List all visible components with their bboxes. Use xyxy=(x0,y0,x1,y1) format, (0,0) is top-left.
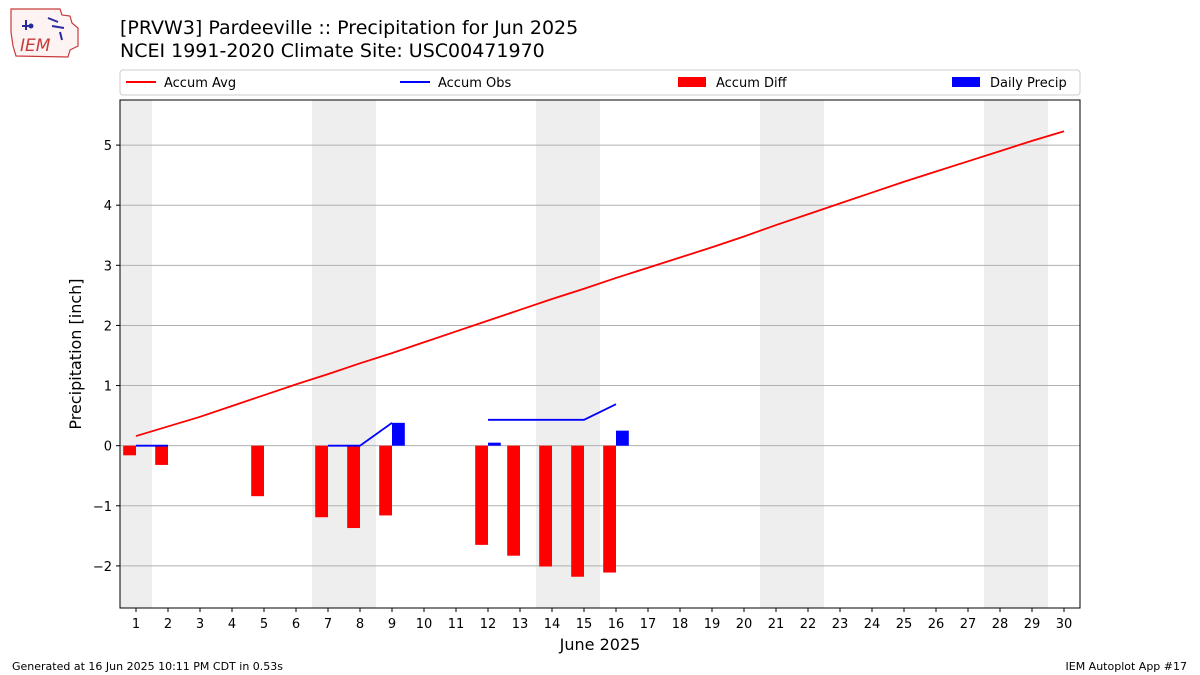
legend-swatch-bar xyxy=(678,77,706,87)
x-tick-label: 10 xyxy=(416,617,433,632)
x-tick-label: 21 xyxy=(768,617,785,632)
legend-box xyxy=(119,69,1081,96)
x-tick-label: 12 xyxy=(480,617,497,632)
x-tick-label: 4 xyxy=(228,617,236,632)
weekend-shade xyxy=(760,100,824,608)
legend-label: Daily Precip xyxy=(990,76,1067,91)
x-tick-label: 11 xyxy=(448,617,465,632)
accum-obs-line xyxy=(328,422,393,447)
x-tick-label: 3 xyxy=(196,617,204,632)
x-tick-label: 28 xyxy=(992,617,1009,632)
svg-text:IEM: IEM xyxy=(20,36,51,56)
x-tick-label: 20 xyxy=(736,617,753,632)
daily-precip-bar xyxy=(488,442,501,446)
x-tick-label: 19 xyxy=(704,617,721,632)
legend-label: Accum Obs xyxy=(438,76,511,91)
x-tick-label: 26 xyxy=(928,617,945,632)
chart-title: [PRVW3] Pardeeville :: Precipitation for… xyxy=(120,17,579,39)
accum-obs-line xyxy=(488,403,617,421)
x-tick-label: 2 xyxy=(164,617,172,632)
x-tick-label: 16 xyxy=(608,617,625,632)
y-tick-label: 3 xyxy=(104,259,112,274)
y-tick-label: −1 xyxy=(93,500,112,515)
x-tick-label: 6 xyxy=(292,617,300,632)
x-tick-label: 5 xyxy=(260,617,268,632)
y-tick-label: 4 xyxy=(104,199,112,214)
x-tick-label: 18 xyxy=(672,617,689,632)
y-axis-label: Precipitation [inch] xyxy=(66,278,85,429)
y-tick-label: 5 xyxy=(104,139,112,154)
x-axis-label: June 2025 xyxy=(559,635,641,654)
x-tick-label: 23 xyxy=(832,617,849,632)
x-tick-label: 22 xyxy=(800,617,817,632)
accum-diff-bar xyxy=(315,445,328,518)
chart-subtitle: NCEI 1991-2020 Climate Site: USC00471970 xyxy=(120,40,545,62)
x-tick-label: 17 xyxy=(640,617,657,632)
accum-diff-bar xyxy=(155,445,168,465)
y-tick-label: −2 xyxy=(93,560,112,575)
weekend-shade xyxy=(120,100,152,608)
accum-avg-line xyxy=(135,130,1065,437)
accum-diff-bar xyxy=(539,445,552,567)
x-tick-label: 29 xyxy=(1024,617,1041,632)
plot-frame xyxy=(119,99,1081,609)
weekend-shade xyxy=(984,100,1048,608)
legend-label: Accum Diff xyxy=(716,76,788,91)
accum-diff-bar xyxy=(475,445,488,545)
accum-diff-bar xyxy=(379,445,392,516)
x-tick-label: 7 xyxy=(324,617,332,632)
legend-label: Accum Avg xyxy=(164,76,236,91)
accum-diff-bar xyxy=(507,445,520,556)
x-tick-label: 9 xyxy=(388,617,396,632)
x-tick-label: 1 xyxy=(132,617,140,632)
x-tick-label: 24 xyxy=(864,617,881,632)
accum-diff-bar xyxy=(251,445,264,497)
x-tick-label: 27 xyxy=(960,617,977,632)
x-tick-label: 14 xyxy=(544,617,561,632)
app-note: IEM Autoplot App #17 xyxy=(1065,660,1188,673)
accum-diff-bar xyxy=(571,445,584,577)
legend-swatch-bar xyxy=(952,77,980,87)
daily-precip-bar xyxy=(392,422,405,446)
accum-diff-bar xyxy=(603,445,616,573)
x-tick-label: 13 xyxy=(512,617,529,632)
generated-note: Generated at 16 Jun 2025 10:11 PM CDT in… xyxy=(12,660,284,673)
x-tick-label: 15 xyxy=(576,617,593,632)
daily-precip-bar xyxy=(616,430,629,446)
x-tick-label: 8 xyxy=(356,617,364,632)
x-tick-label: 30 xyxy=(1056,617,1073,632)
accum-diff-bar xyxy=(347,445,360,529)
weekend-shade xyxy=(312,100,376,608)
x-tick-label: 25 xyxy=(896,617,913,632)
y-tick-label: 1 xyxy=(104,380,112,395)
y-tick-label: 2 xyxy=(104,319,112,334)
iem-logo: IEM xyxy=(8,6,82,62)
y-tick-label: 0 xyxy=(104,440,112,455)
accum-diff-bar xyxy=(123,445,136,456)
